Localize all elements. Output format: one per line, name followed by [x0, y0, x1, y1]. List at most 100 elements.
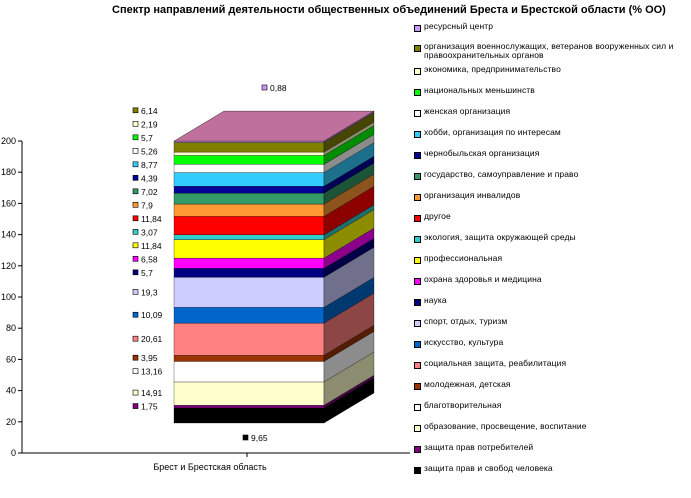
data-label-marker: [242, 434, 249, 441]
bar-segment-12: [173, 234, 325, 240]
legend-swatch: [414, 110, 421, 117]
legend-swatch: [414, 362, 421, 369]
legend-swatch: [414, 278, 421, 285]
bar-segment-22: [173, 140, 325, 143]
data-label: 7,02: [141, 187, 158, 197]
data-label-marker: [132, 269, 139, 276]
bar-segment-13: [173, 216, 325, 235]
data-label-marker: [132, 161, 139, 168]
legend-swatch: [414, 446, 421, 453]
legend-swatch: [414, 404, 421, 411]
legend-item: профессиональная: [414, 254, 690, 264]
legend-swatch: [414, 173, 421, 180]
legend-label: хобби, организация по интересам: [424, 127, 561, 137]
data-label-marker: [132, 354, 139, 361]
legend-label: женская организация: [424, 106, 511, 116]
legend-swatch: [414, 341, 421, 348]
data-label: 4,39: [141, 173, 158, 183]
y-tick-label: 80: [6, 323, 16, 333]
bar-segment-16: [173, 186, 325, 194]
legend-swatch: [414, 236, 421, 243]
legend-swatch: [414, 25, 421, 32]
legend-label: экономика, предпринимательство: [424, 64, 561, 74]
legend-item: организация инвалидов: [414, 191, 690, 201]
legend-label: национальных меньшинств: [424, 85, 535, 95]
legend-item: спорт, отдых, туризм: [414, 317, 690, 327]
data-label-marker: [132, 188, 139, 195]
y-tick-label: 120: [1, 261, 16, 271]
data-label: 7,9: [141, 200, 153, 210]
data-label: 3,07: [141, 227, 158, 237]
legend-item: экология, защита окружающей среды: [414, 233, 690, 243]
bar-segment-2: [173, 405, 325, 409]
legend-label: искусство, культура: [424, 337, 504, 347]
data-label-marker: [132, 121, 139, 127]
bar-top-face: [173, 110, 375, 142]
y-tick-label: 180: [1, 167, 16, 177]
legend-item: наука: [414, 296, 690, 306]
data-label: 0,88: [270, 83, 287, 93]
data-label: 1,75: [141, 402, 158, 412]
legend-swatch: [414, 215, 421, 222]
chart-title: Спектр направлений деятельности обществе…: [112, 4, 666, 16]
data-label-marker: [132, 242, 139, 249]
data-label: 8,77: [141, 160, 158, 170]
legend-label: чернобыльская организация: [424, 148, 540, 158]
legend-item: ресурсный центр: [414, 22, 690, 32]
bar-segment-1: [173, 407, 325, 424]
legend-label: наука: [424, 295, 447, 305]
legend-item: защита прав и свобод человека: [414, 464, 690, 474]
legend-label: экология, защита окружающей среды: [424, 232, 576, 242]
legend-item: охрана здоровья и медицина: [414, 275, 690, 285]
data-label: 11,84: [141, 214, 162, 224]
legend-item: хобби, организация по интересам: [414, 128, 690, 138]
legend-label: защита прав и свобод человека: [424, 463, 553, 473]
y-tick-label: 40: [6, 386, 16, 396]
legend-label: благотворительная: [424, 400, 502, 410]
bar-segment-3: [173, 381, 325, 406]
bar-segment-9: [173, 268, 325, 278]
bar-segment-6: [173, 322, 325, 356]
bar-segment-8: [173, 277, 325, 308]
legend-item: молодежная, детская: [414, 380, 690, 390]
bar-segment-17: [173, 172, 325, 187]
data-label-marker: [132, 311, 139, 318]
y-tick-label: 140: [1, 230, 16, 240]
legend-swatch: [414, 194, 421, 201]
legend-swatch: [414, 467, 421, 474]
data-label: 13,16: [141, 367, 163, 377]
data-label: 6,58: [141, 254, 158, 264]
data-label-marker: [132, 389, 139, 396]
legend-label: молодежная, детская: [424, 379, 511, 389]
data-label-marker: [261, 84, 268, 91]
y-tick-label: 160: [1, 198, 16, 208]
legend-label: социальная защита, реабилитация: [424, 358, 567, 368]
legend-label: образование, просвещение, воспитание: [424, 421, 587, 431]
bar-segment-5: [173, 355, 325, 362]
data-label-marker: [132, 175, 139, 181]
legend-label: ресурсный центр: [424, 21, 494, 31]
y-tick-label: 0: [11, 448, 16, 458]
legend-item: экономика, предпринимательство: [414, 65, 690, 75]
data-label: 5,7: [141, 268, 153, 278]
data-label-marker: [132, 229, 139, 235]
legend-item: государство, самоуправление и право: [414, 170, 690, 180]
legend-swatch: [414, 68, 421, 75]
data-label: 5,7: [141, 133, 153, 143]
legend-item: чернобыльская организация: [414, 149, 690, 159]
legend-swatch: [414, 425, 421, 432]
data-label-marker: [132, 368, 139, 374]
y-tick-label: 60: [6, 354, 16, 364]
data-label: 6,14: [141, 106, 158, 116]
legend-item: образование, просвещение, воспитание: [414, 422, 690, 432]
legend-item: искусство, культура: [414, 338, 690, 348]
legend-label: защита прав потребителей: [424, 442, 534, 452]
data-label-marker: [132, 335, 139, 342]
legend-label: другое: [424, 211, 451, 221]
data-label-marker: [132, 256, 139, 262]
legend-swatch: [414, 320, 421, 327]
data-label: 5,26: [141, 146, 158, 156]
bar-segment-14: [173, 203, 325, 217]
data-label-marker: [132, 148, 139, 154]
